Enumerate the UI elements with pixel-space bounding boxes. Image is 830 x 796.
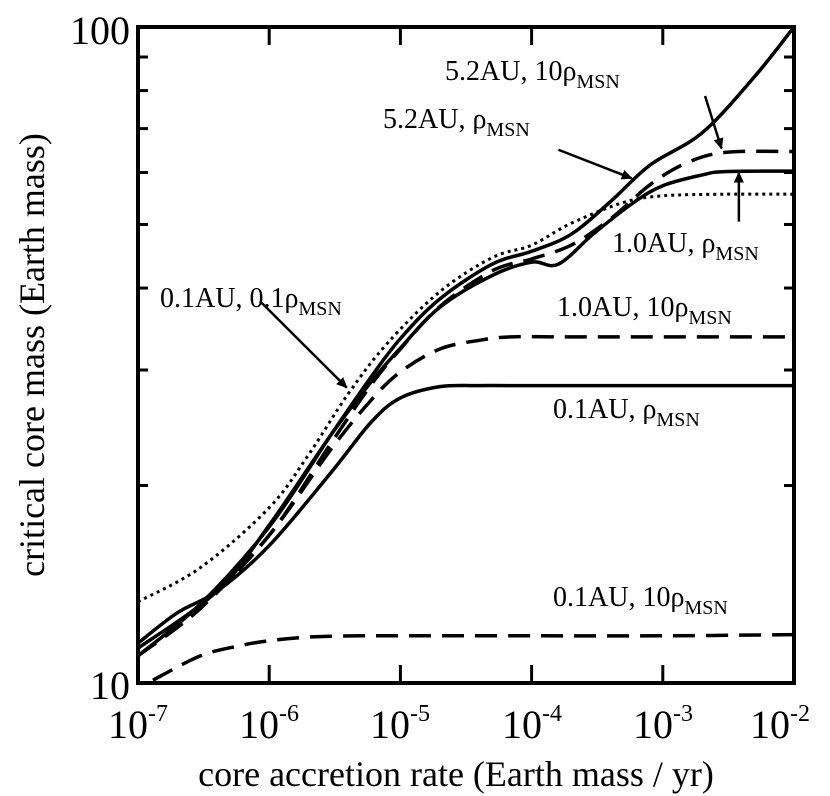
series-line-1 <box>137 192 795 604</box>
series-line-3 <box>152 632 795 682</box>
annotation-arrow-2 <box>557 148 633 180</box>
x-tick-label-1e-7: 10-7 <box>108 701 168 747</box>
plot-area-border <box>136 25 796 685</box>
tick-marks <box>136 27 794 683</box>
x-tick-label-1e-3: 10-3 <box>633 701 693 747</box>
series-line-6 <box>136 149 795 658</box>
annotation-5.2au-rho-msn: 5.2AU, ρMSN <box>383 104 530 141</box>
x-tick-label-1e-2: 10-2 <box>750 701 810 747</box>
annotation-arrow-1 <box>703 95 724 150</box>
x-tick-labels: 10-7 10-6 10-5 10-4 10-3 10-2 <box>108 701 810 747</box>
annotation-0.1au-0.1rho-msn: 0.1AU, 0.1ρMSN <box>160 283 342 320</box>
y-tick-labels: 100 10 <box>70 8 130 708</box>
series-line-7 <box>136 25 796 658</box>
annotation-0.1au-10rho-msn: 0.1AU, 10ρMSN <box>553 582 728 619</box>
y-axis-title: critical core mass (Earth mass) <box>12 133 52 577</box>
annotations: 5.2AU, 10ρMSN 5.2AU, ρMSN 1.0AU, ρMSN 0.… <box>160 56 759 619</box>
y-tick-label-100: 100 <box>70 8 130 53</box>
annotation-arrows <box>259 95 744 389</box>
series-line-5 <box>136 334 794 658</box>
annotation-0.1au-rho-msn: 0.1AU, ρMSN <box>553 394 700 431</box>
series-group <box>136 25 796 682</box>
x-tick-label-1e-6: 10-6 <box>239 701 299 747</box>
x-tick-label-1e-5: 10-5 <box>370 701 430 747</box>
annotation-1.0au-rho-msn: 1.0AU, ρMSN <box>612 228 759 265</box>
annotation-1.0au-10rho-msn: 1.0AU, 10ρMSN <box>557 292 732 329</box>
x-tick-label-1e-4: 10-4 <box>502 701 562 747</box>
y-tick-label-10: 10 <box>90 663 130 708</box>
annotation-arrow-4 <box>259 300 348 389</box>
plot-frame <box>136 25 796 685</box>
annotation-5.2au-10rho-msn: 5.2AU, 10ρMSN <box>445 56 620 93</box>
x-axis-title: core accretion rate (Earth mass / yr) <box>198 754 714 794</box>
